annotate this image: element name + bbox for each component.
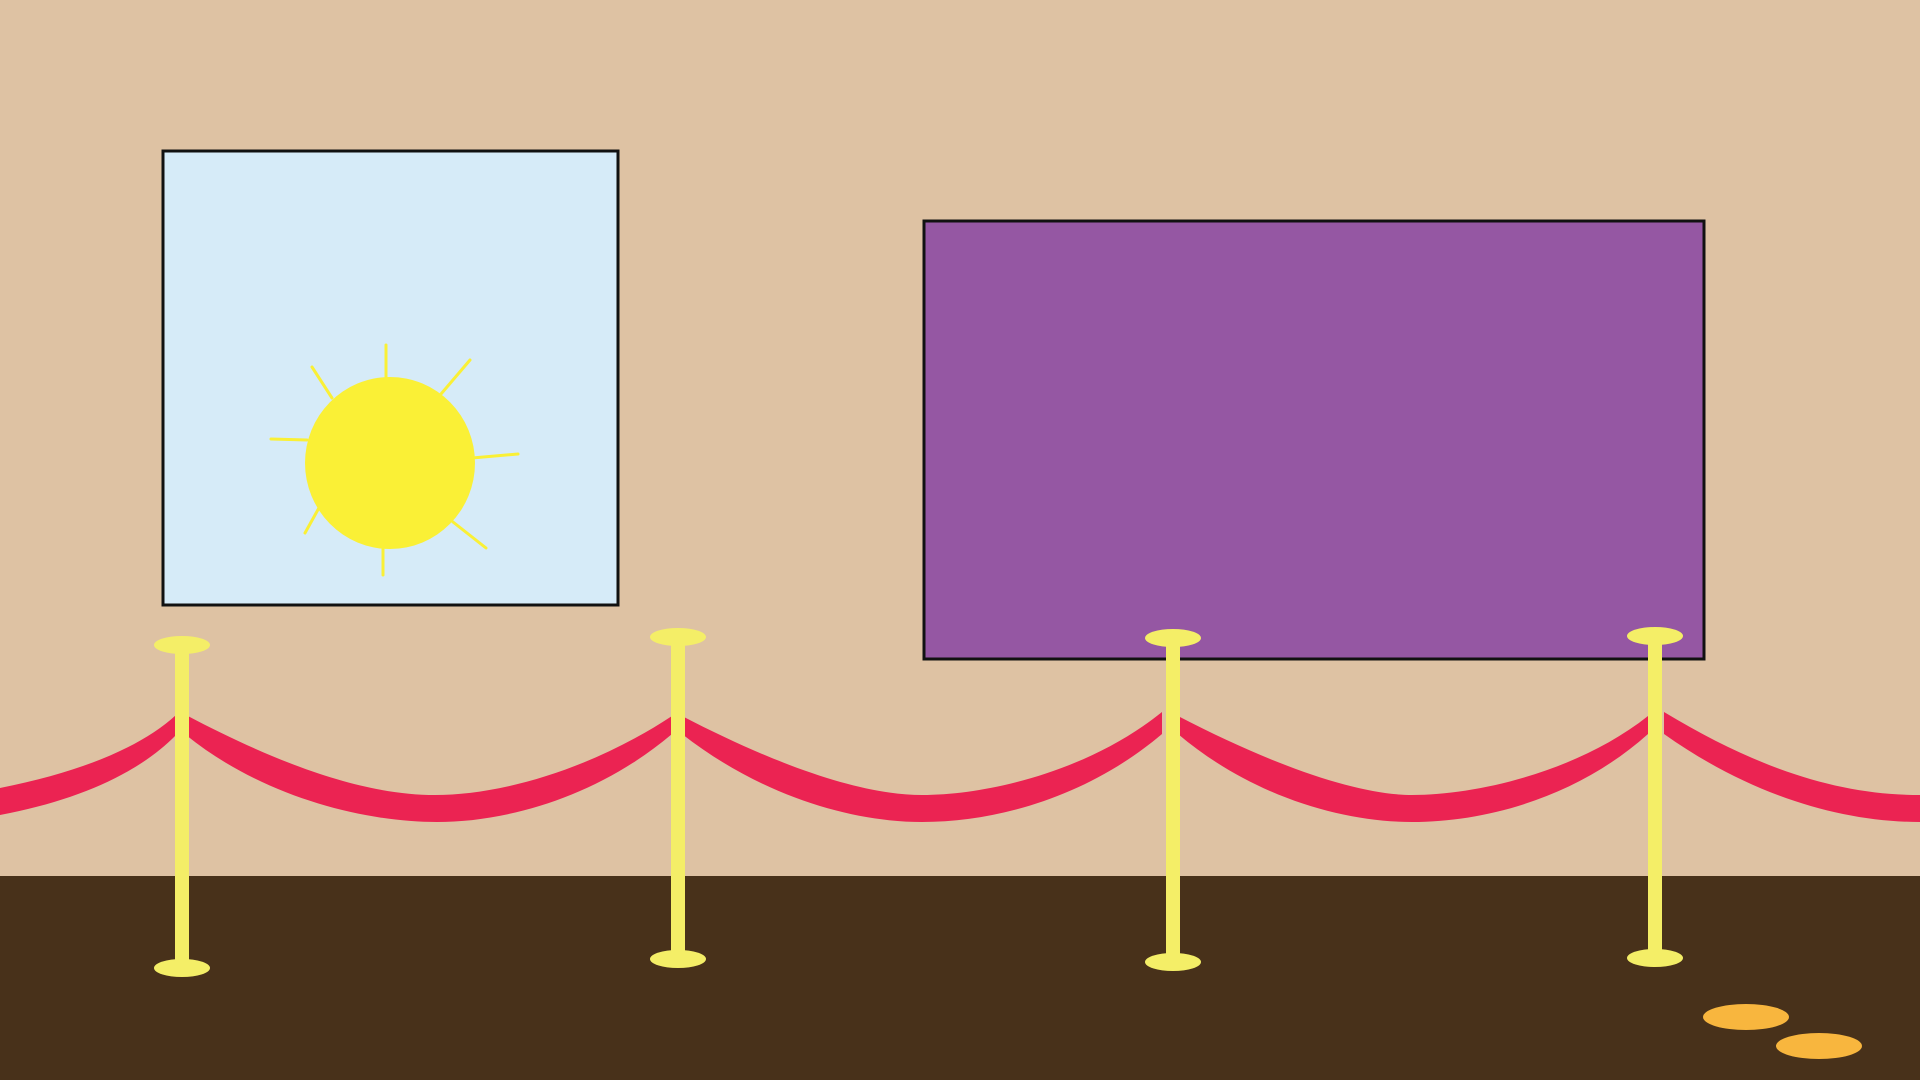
rope-segment [682, 712, 1162, 822]
stanchion [1627, 627, 1683, 967]
purple-painting[interactable] [922, 219, 1706, 661]
rope-segment [186, 715, 672, 822]
coin-icon[interactable] [1776, 1033, 1862, 1059]
sun-icon [305, 377, 475, 549]
stanchion [154, 636, 210, 977]
gallery-floor [0, 876, 1920, 1080]
stanchion [650, 628, 706, 968]
sun-painting[interactable] [161, 149, 620, 607]
coin-icon[interactable] [1703, 1004, 1789, 1030]
rope-segment [1664, 712, 1920, 822]
rope-segment [0, 715, 176, 815]
sun-rays [269, 343, 520, 577]
rope-segment [1178, 716, 1648, 822]
stanchions [154, 627, 1683, 977]
stanchion [1145, 629, 1201, 971]
velvet-ropes [0, 712, 1920, 822]
